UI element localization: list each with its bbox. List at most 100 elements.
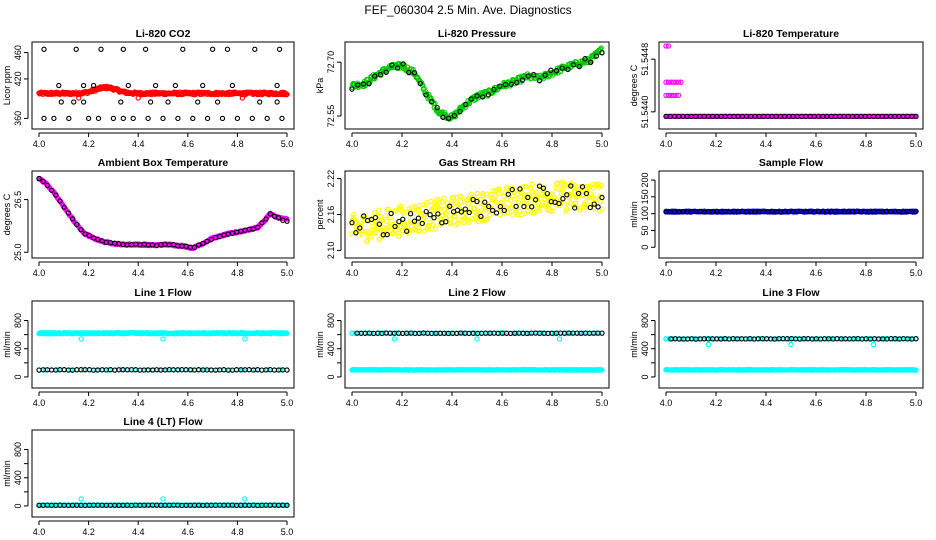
y-tick-label: 200: [640, 173, 650, 188]
data-point: [284, 91, 290, 98]
data-point: [572, 205, 578, 211]
data-point: [423, 202, 429, 208]
panel-title: Line 2 Flow: [448, 287, 506, 299]
panel-boxtemp: Ambient Box Temperature 4.0 4.2 4.4 4.6 4.8 5.…: [2, 157, 295, 278]
data-point: [242, 336, 248, 342]
data-point: [274, 99, 280, 105]
data-point: [592, 196, 599, 202]
data-point: [540, 185, 547, 191]
data-point: [532, 197, 539, 203]
data-point: [553, 68, 560, 74]
data-point: [397, 203, 403, 210]
data-point: [357, 220, 364, 226]
x-tick-label: 4.8: [231, 268, 244, 278]
data-point: [491, 194, 498, 200]
data-point: [383, 218, 390, 225]
data-point: [529, 204, 535, 210]
data-point: [214, 99, 221, 105]
data-point: [377, 213, 383, 220]
data-point: [550, 208, 556, 214]
data-point: [275, 215, 282, 221]
data-point: [80, 99, 87, 105]
data-point: [120, 46, 126, 52]
panel-line1: Line 1 Flow 4.0 4.2 4.4 4.6 4.8 5.0 0 400 800ml/m…: [2, 287, 295, 408]
data-point: [125, 82, 131, 89]
data-point: [502, 210, 508, 217]
data-point: [551, 194, 557, 200]
y-tick-label: 0: [640, 245, 650, 250]
x-tick-label: 4.6: [496, 398, 509, 408]
data-point: [356, 232, 362, 238]
data-point: [69, 216, 76, 222]
data-point: [200, 82, 206, 89]
data-point: [431, 215, 437, 221]
data-point: [673, 92, 679, 99]
data-point: [78, 496, 84, 502]
data-point: [573, 200, 579, 206]
data-point: [195, 99, 201, 105]
data-points: [36, 496, 290, 509]
y-tick-label: 150: [640, 189, 650, 204]
data-point: [384, 231, 390, 238]
data-point: [599, 50, 605, 56]
data-point: [457, 108, 463, 115]
data-point: [209, 46, 216, 52]
data-point: [556, 200, 562, 207]
data-point: [455, 201, 461, 208]
panel-rh: Gas Stream RH 4.0 4.2 4.4 4.6 4.8 5.0 2.10 2.16 2…: [315, 157, 610, 278]
y-axis-label: Licor ppm: [2, 66, 12, 106]
data-point: [675, 79, 682, 85]
data-point: [360, 228, 366, 234]
data-point: [452, 213, 458, 219]
data-point: [513, 203, 519, 210]
data-points: [36, 175, 290, 252]
x-tick-label: 5.0: [281, 398, 294, 408]
x-tick-label: 4.6: [496, 139, 509, 149]
data-point: [242, 496, 248, 502]
data-point: [675, 92, 682, 99]
data-point: [180, 46, 186, 52]
data-point: [51, 115, 57, 122]
data-point: [670, 79, 677, 85]
x-tick-label: 4.0: [33, 268, 46, 278]
data-point: [576, 63, 582, 70]
data-point: [57, 198, 63, 204]
data-point: [466, 209, 472, 216]
data-point: [474, 198, 480, 205]
data-point: [219, 115, 226, 122]
x-tick-label: 4.2: [82, 527, 95, 537]
data-point: [471, 205, 477, 211]
data-point: [554, 180, 560, 186]
data-point: [135, 95, 141, 101]
data-point: [493, 210, 500, 216]
data-point: [443, 211, 449, 217]
x-tick-label: 4.0: [33, 398, 46, 408]
data-point: [493, 199, 500, 206]
data-point: [913, 208, 919, 215]
data-point: [66, 115, 72, 122]
data-point: [277, 367, 284, 373]
data-point: [579, 184, 585, 191]
data-point: [470, 196, 476, 203]
data-point: [41, 46, 47, 52]
data-point: [48, 187, 55, 193]
data-point: [250, 226, 257, 232]
data-point: [530, 189, 536, 195]
data-point: [484, 191, 490, 197]
x-tick-label: 4.4: [446, 139, 459, 149]
x-tick-label: 5.0: [281, 268, 294, 278]
x-tick-label: 4.0: [660, 268, 673, 278]
data-point: [490, 210, 497, 216]
y-tick-label: 400: [13, 470, 23, 485]
y-tick-label: 420: [13, 71, 23, 86]
data-point: [485, 92, 492, 98]
data-point: [501, 207, 507, 214]
data-point: [448, 220, 454, 226]
x-tick-label: 4.6: [810, 139, 823, 149]
y-tick-label: 400: [640, 341, 650, 356]
data-point: [432, 226, 439, 232]
data-point: [190, 115, 196, 122]
y-tick-label: 800: [640, 313, 650, 328]
x-tick-label: 4.2: [82, 139, 95, 149]
data-point: [372, 214, 379, 221]
